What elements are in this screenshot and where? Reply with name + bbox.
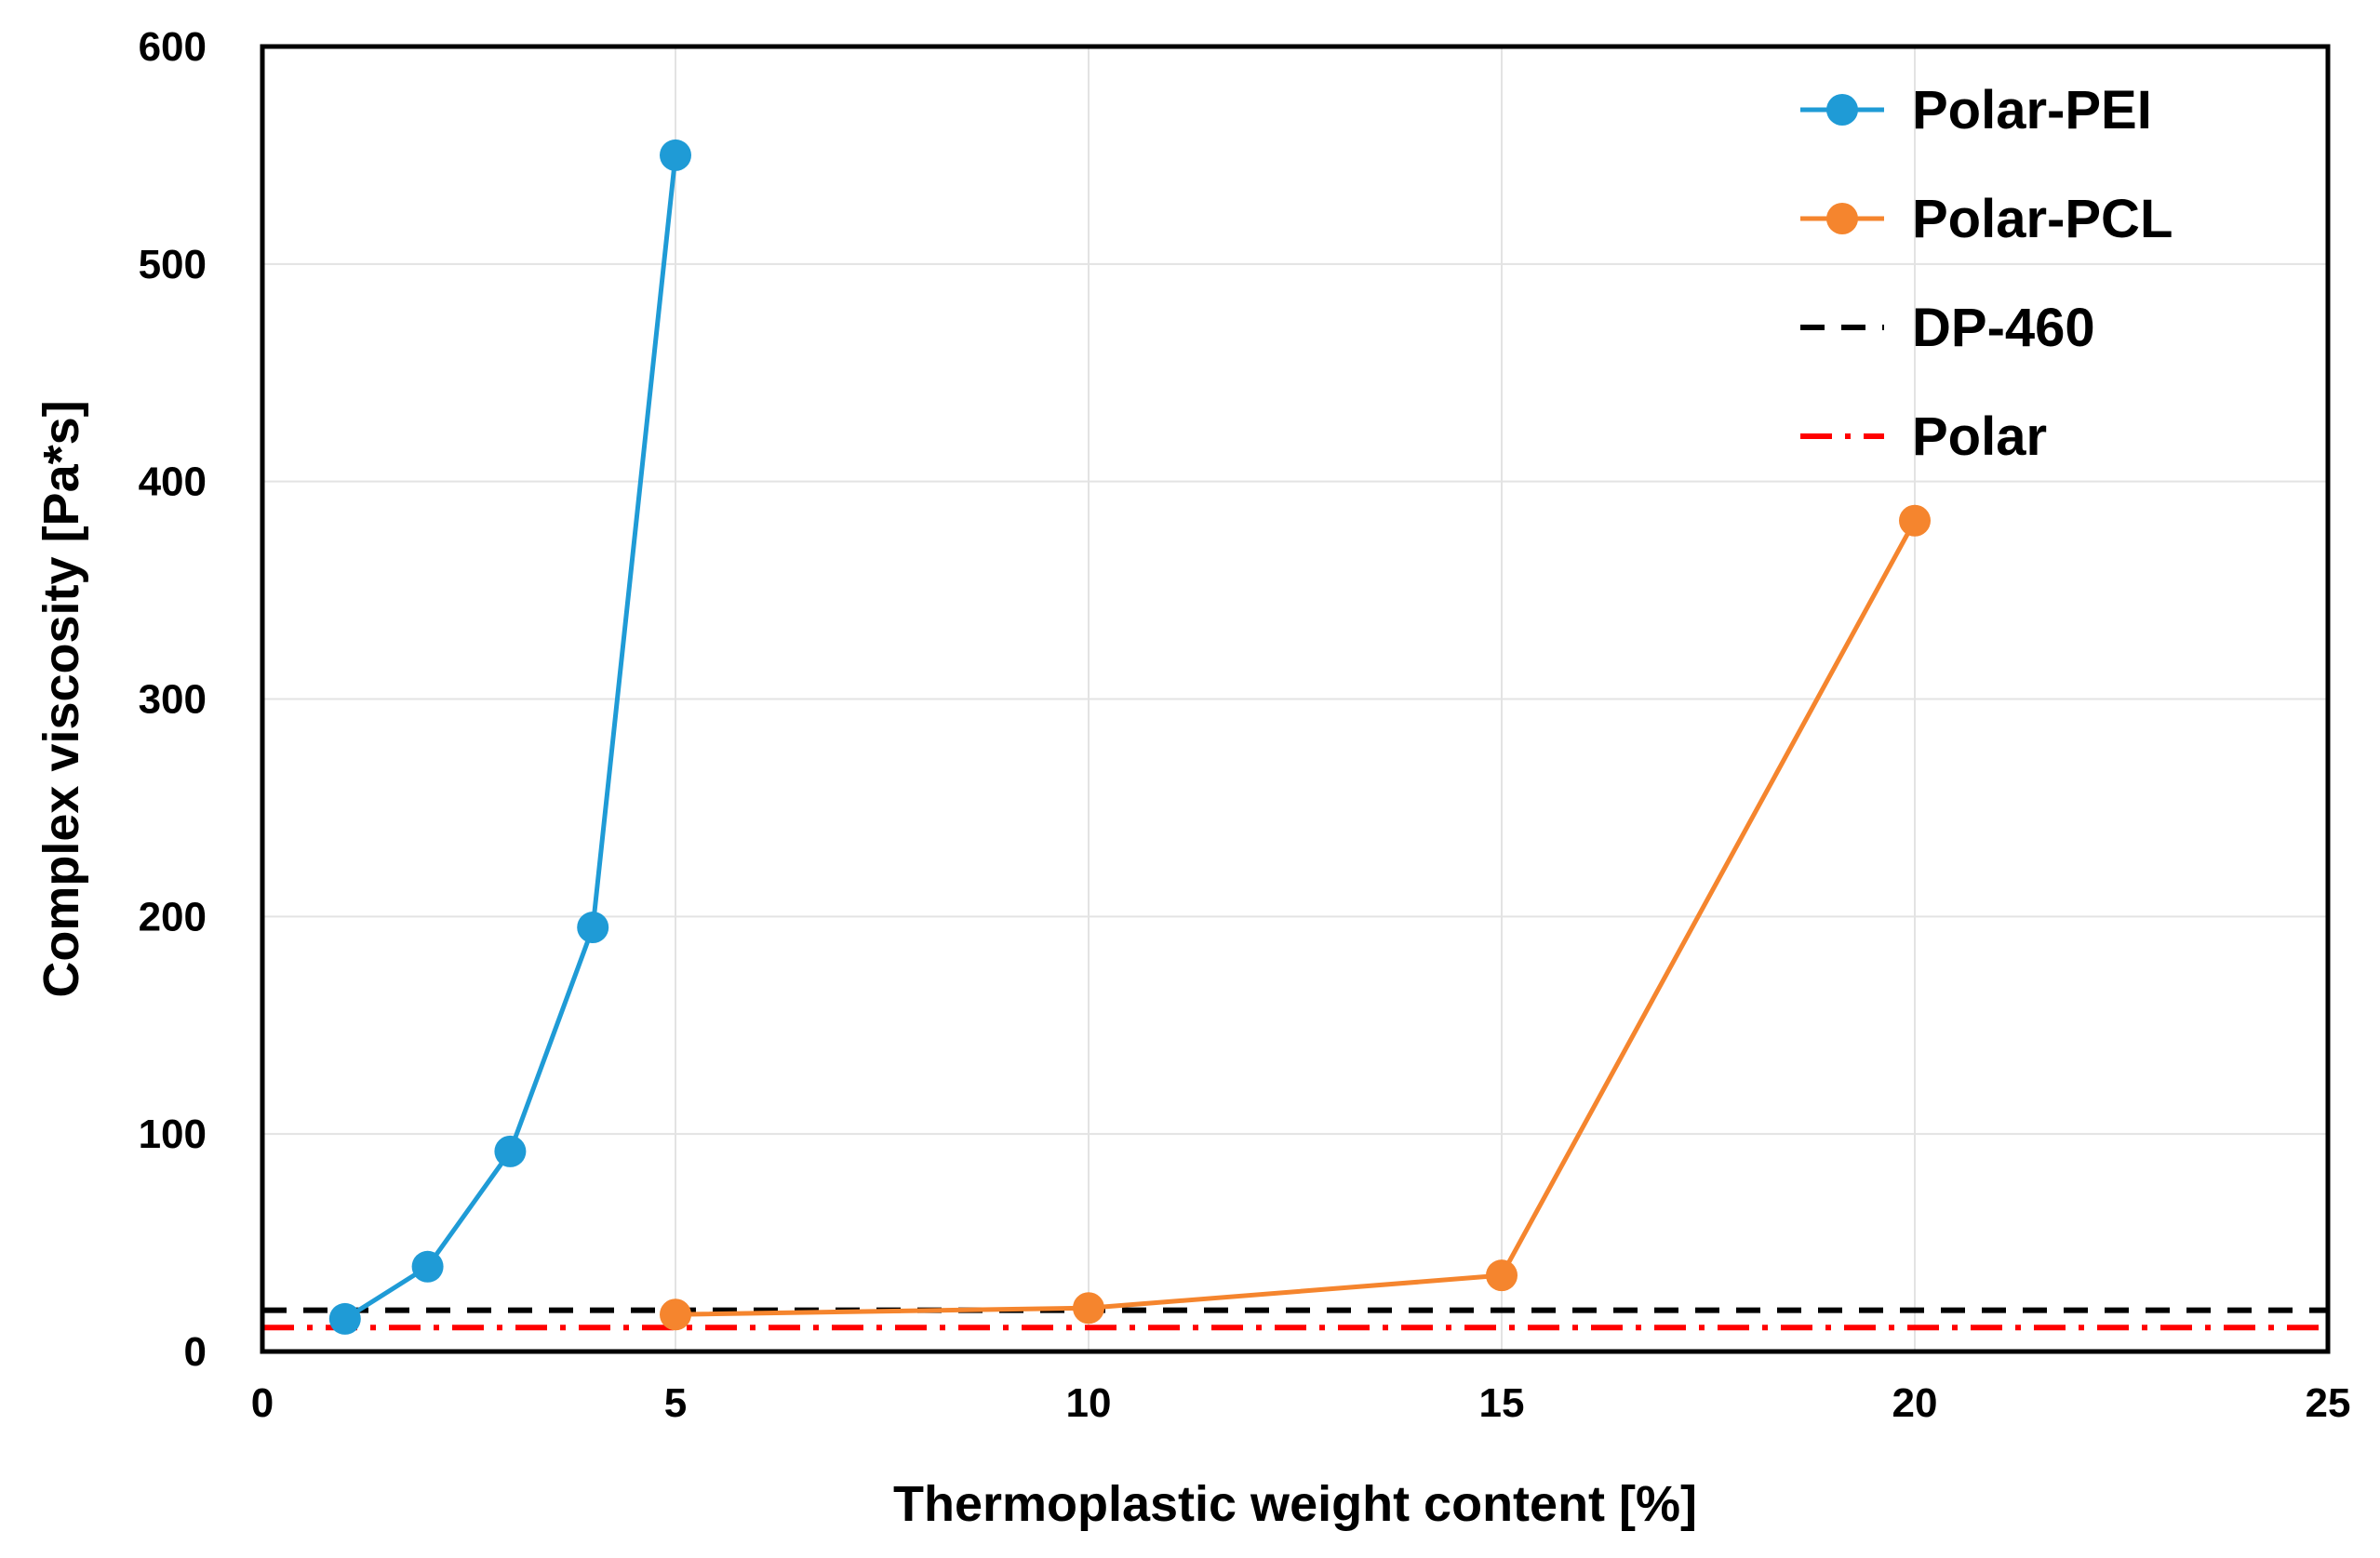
legend-item: Polar-PEI (1800, 80, 2152, 140)
legend-marker (1826, 94, 1858, 126)
data-point (494, 1135, 527, 1167)
data-point (660, 1298, 691, 1331)
legend-item: DP-460 (1800, 298, 2095, 358)
legend-marker (1826, 203, 1858, 234)
legend-label: Polar-PCL (1912, 189, 2173, 249)
x-tick-label: 15 (1479, 1380, 1525, 1426)
data-point (577, 912, 609, 944)
legend-item: Polar (1800, 406, 2047, 467)
legend-item: Polar-PCL (1800, 189, 2173, 249)
y-tick-label: 200 (139, 894, 207, 939)
y-tick-label: 0 (184, 1329, 207, 1375)
y-tick-label: 500 (139, 242, 207, 287)
series-line (675, 519, 1918, 1317)
gridlines (262, 47, 2328, 1352)
x-tick-label: 10 (1066, 1380, 1112, 1426)
legend-label: Polar (1912, 406, 2047, 467)
data-point (1899, 504, 1931, 537)
y-axis-title: Complex viscosity [Pa*s] (33, 400, 89, 997)
x-tick-label: 0 (251, 1380, 274, 1426)
x-tick-label: 25 (2306, 1380, 2351, 1426)
y-tick-label: 300 (139, 677, 207, 723)
data-point (660, 139, 691, 171)
legend-label: Polar-PEI (1912, 80, 2152, 140)
series-layer (262, 139, 2328, 1335)
x-tick-label: 20 (1892, 1380, 1938, 1426)
series-polar-pei (328, 139, 691, 1335)
x-tick-label: 5 (664, 1380, 687, 1426)
y-tick-label: 600 (139, 24, 207, 70)
tick-labels: 0 100 200 300 400 500 600 0 5 10 15 20 25 (139, 24, 2351, 1426)
y-tick-label: 100 (139, 1112, 207, 1157)
data-point (328, 1302, 361, 1335)
data-point (1073, 1292, 1104, 1325)
legend-label: DP-460 (1912, 298, 2095, 358)
plot-frame (260, 44, 2331, 1354)
x-axis-title: Thermoplastic weight content [%] (893, 1476, 1697, 1532)
data-point (411, 1250, 444, 1283)
series-polar-pcl (660, 504, 1931, 1331)
data-point (1486, 1259, 1518, 1292)
legend: Polar-PEI Polar-PCL DP-460 Polar (1800, 80, 2173, 467)
y-tick-label: 400 (139, 459, 207, 505)
